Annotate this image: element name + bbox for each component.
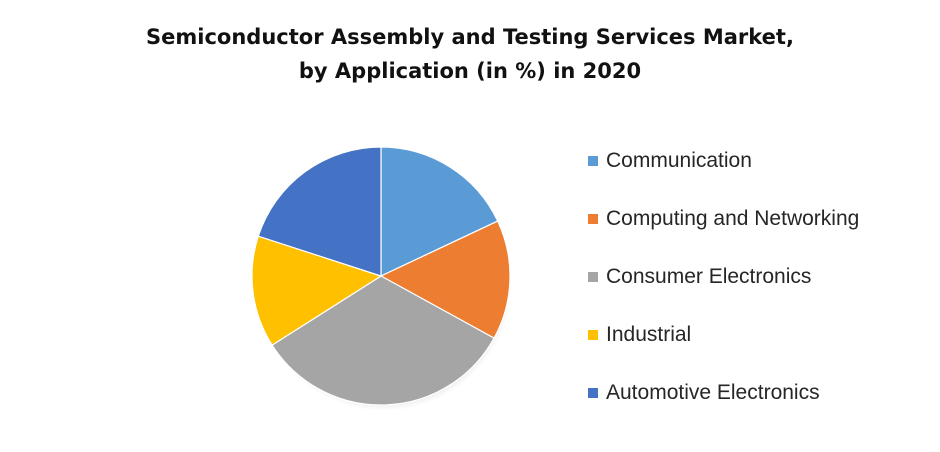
legend-swatch bbox=[588, 388, 598, 398]
chart-title: Semiconductor Assembly and Testing Servi… bbox=[0, 20, 940, 88]
pie-slice-computing-and-networking bbox=[379, 220, 511, 339]
legend-label: Communication bbox=[606, 149, 752, 172]
legend-item: Communication bbox=[588, 144, 928, 202]
legend-label: Automotive Electronics bbox=[606, 381, 820, 404]
legend-label: Industrial bbox=[606, 323, 692, 346]
pie-slice-communication bbox=[380, 146, 499, 277]
pie-slices bbox=[251, 146, 511, 406]
legend-swatch bbox=[588, 156, 598, 166]
legend-label: Consumer Electronics bbox=[606, 265, 812, 288]
legend: Communication Computing and Networking Con… bbox=[588, 144, 928, 434]
legend-swatch bbox=[588, 330, 598, 340]
legend-item: Automotive Electronics bbox=[588, 376, 928, 434]
pie-slice-industrial bbox=[251, 235, 383, 346]
legend-swatch bbox=[588, 214, 598, 224]
legend-item: Consumer Electronics bbox=[588, 260, 928, 318]
legend-item: Computing and Networking bbox=[588, 202, 928, 260]
chart-title-line-2: by Application (in %) in 2020 bbox=[298, 59, 642, 83]
legend-item: Industrial bbox=[588, 318, 928, 376]
legend-swatch bbox=[588, 272, 598, 282]
pie-slice-consumer-electronics bbox=[271, 275, 495, 406]
pie-slice-automotive-electronics bbox=[257, 146, 382, 277]
legend-label: Computing and Networking bbox=[606, 207, 860, 230]
chart-title-line-1: Semiconductor Assembly and Testing Servi… bbox=[146, 25, 794, 49]
